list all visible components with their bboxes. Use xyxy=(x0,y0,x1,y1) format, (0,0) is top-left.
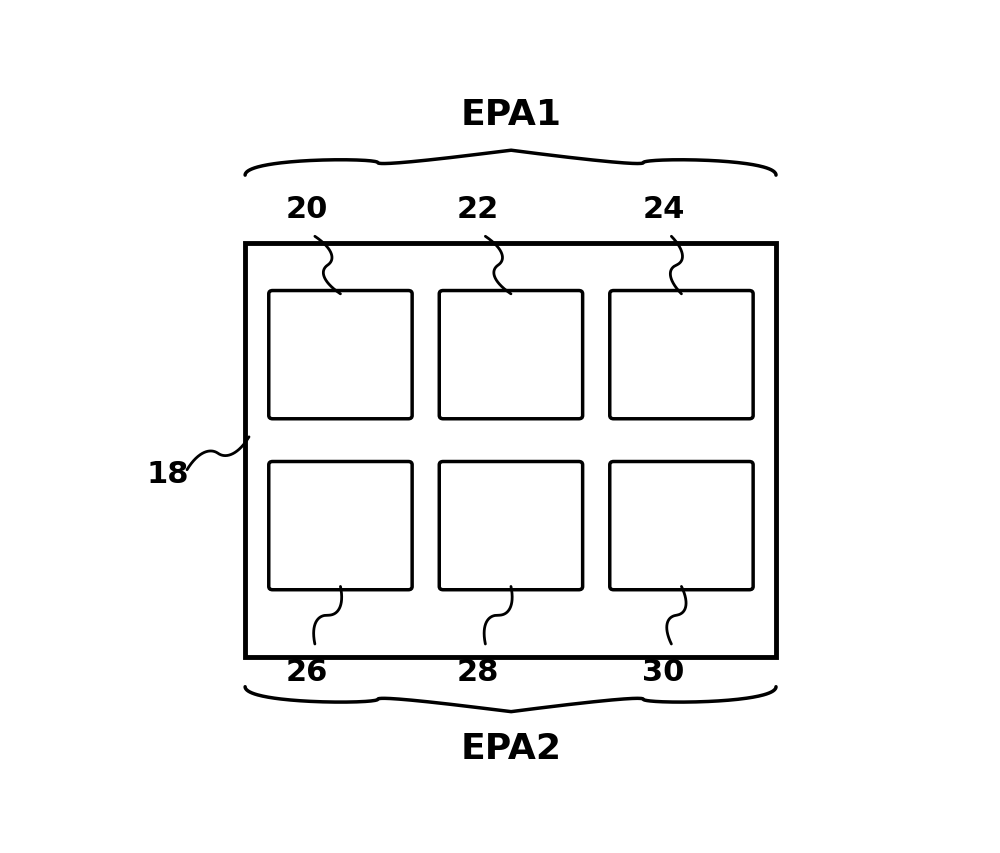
Text: 28: 28 xyxy=(456,658,499,687)
Text: 26: 26 xyxy=(286,658,328,687)
Text: 18: 18 xyxy=(146,459,189,488)
FancyBboxPatch shape xyxy=(610,462,753,590)
FancyBboxPatch shape xyxy=(439,462,583,590)
FancyBboxPatch shape xyxy=(269,462,412,590)
FancyBboxPatch shape xyxy=(610,291,753,420)
FancyBboxPatch shape xyxy=(269,291,412,420)
Text: 24: 24 xyxy=(642,194,685,223)
Text: EPA1: EPA1 xyxy=(460,98,561,132)
Bar xyxy=(245,244,776,658)
Text: EPA2: EPA2 xyxy=(460,732,561,765)
Text: 22: 22 xyxy=(456,194,499,223)
Text: 30: 30 xyxy=(642,658,685,687)
Text: 20: 20 xyxy=(286,194,328,223)
FancyBboxPatch shape xyxy=(439,291,583,420)
